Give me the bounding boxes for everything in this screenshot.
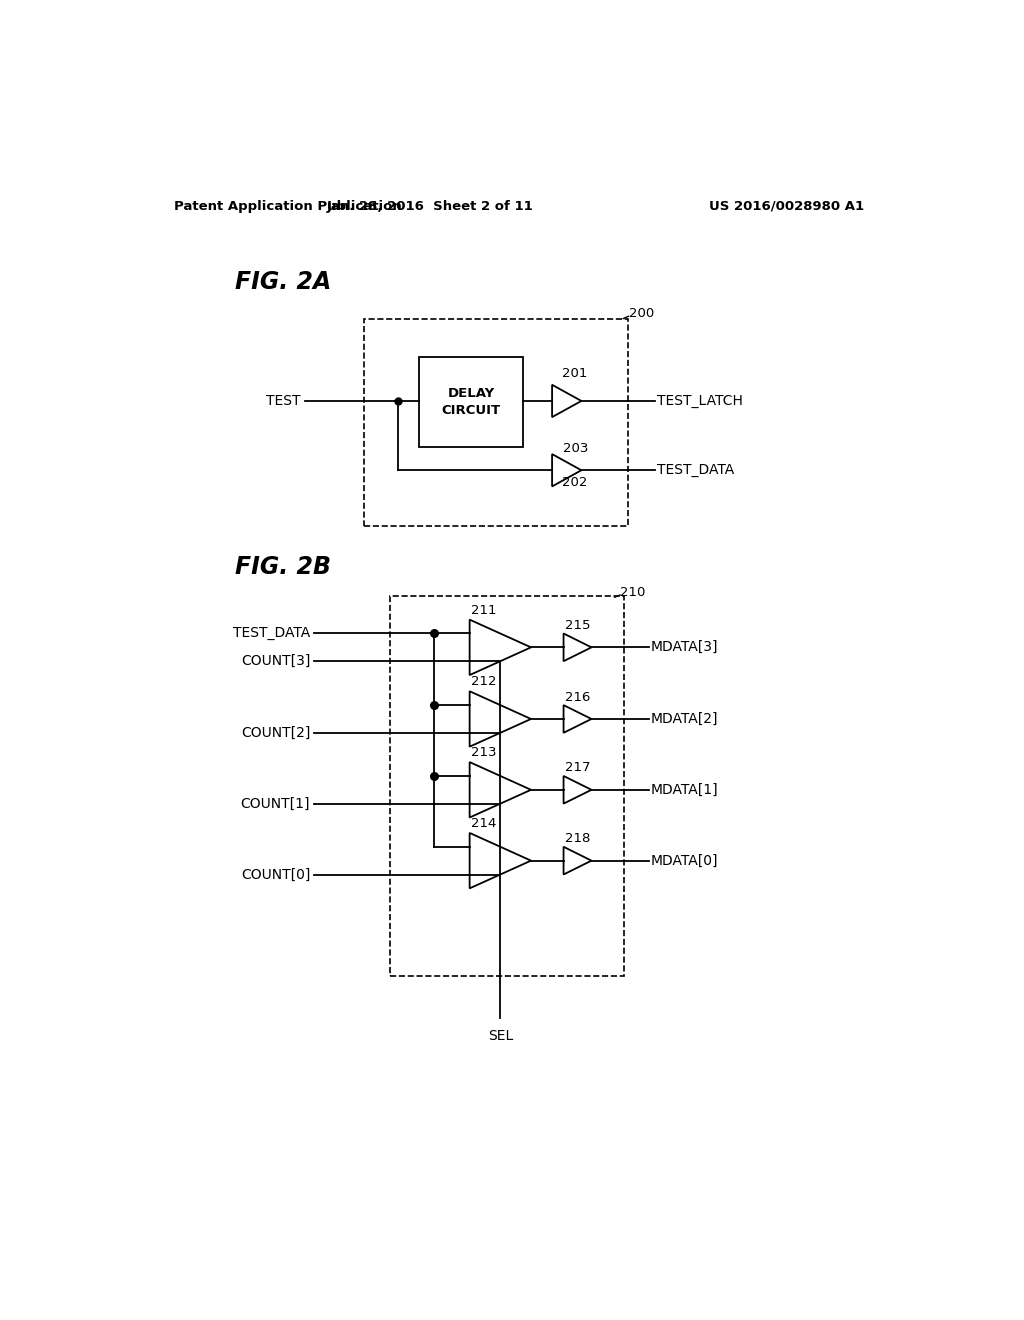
Text: 216: 216 (565, 690, 591, 704)
Text: TEST_DATA: TEST_DATA (232, 627, 310, 640)
Text: Patent Application Publication: Patent Application Publication (174, 199, 402, 213)
Text: 214: 214 (471, 817, 497, 830)
Text: FIG. 2A: FIG. 2A (234, 269, 331, 293)
Text: TEST_DATA: TEST_DATA (657, 463, 734, 478)
Bar (390, 595, 624, 977)
Text: MDATA[3]: MDATA[3] (651, 640, 719, 655)
Text: FIG. 2B: FIG. 2B (234, 554, 331, 578)
Text: MDATA[1]: MDATA[1] (651, 783, 719, 797)
Text: 203: 203 (563, 442, 589, 455)
Bar (365, 318, 628, 527)
Text: 213: 213 (471, 746, 497, 759)
Text: COUNT[2]: COUNT[2] (241, 726, 310, 739)
Text: MDATA[0]: MDATA[0] (651, 854, 719, 867)
Text: 217: 217 (565, 762, 591, 775)
Text: COUNT[3]: COUNT[3] (241, 655, 310, 668)
Text: TEST: TEST (266, 393, 301, 408)
Text: US 2016/0028980 A1: US 2016/0028980 A1 (710, 199, 864, 213)
Text: 210: 210 (621, 586, 645, 599)
Text: 218: 218 (565, 832, 591, 845)
Text: COUNT[0]: COUNT[0] (241, 867, 310, 882)
Text: 202: 202 (562, 477, 587, 490)
Text: COUNT[1]: COUNT[1] (241, 797, 310, 810)
Text: MDATA[2]: MDATA[2] (651, 711, 719, 726)
Text: Jan. 28, 2016  Sheet 2 of 11: Jan. 28, 2016 Sheet 2 of 11 (327, 199, 534, 213)
Text: 215: 215 (565, 619, 591, 632)
Text: 200: 200 (629, 308, 654, 321)
Text: 211: 211 (471, 603, 497, 616)
Text: DELAY
CIRCUIT: DELAY CIRCUIT (441, 387, 501, 417)
Bar (419, 358, 523, 447)
Text: 201: 201 (562, 367, 587, 380)
Text: 212: 212 (471, 675, 497, 688)
Text: TEST_LATCH: TEST_LATCH (657, 393, 743, 408)
Text: SEL: SEL (487, 1028, 513, 1043)
